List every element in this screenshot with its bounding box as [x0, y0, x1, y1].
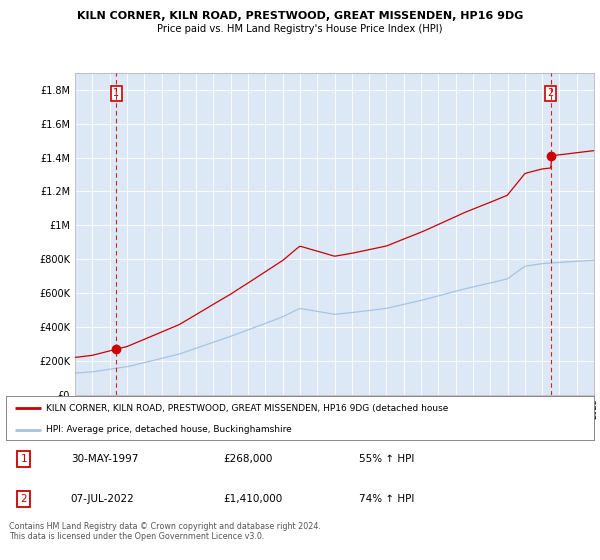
Text: £268,000: £268,000 — [224, 454, 273, 464]
Text: 30-MAY-1997: 30-MAY-1997 — [71, 454, 138, 464]
Text: £1,410,000: £1,410,000 — [224, 494, 283, 504]
Text: 1: 1 — [20, 454, 27, 464]
Text: 2: 2 — [548, 88, 554, 98]
Text: KILN CORNER, KILN ROAD, PRESTWOOD, GREAT MISSENDEN, HP16 9DG (detached house: KILN CORNER, KILN ROAD, PRESTWOOD, GREAT… — [46, 404, 448, 413]
Text: Contains HM Land Registry data © Crown copyright and database right 2024.: Contains HM Land Registry data © Crown c… — [9, 522, 321, 531]
Text: KILN CORNER, KILN ROAD, PRESTWOOD, GREAT MISSENDEN, HP16 9DG: KILN CORNER, KILN ROAD, PRESTWOOD, GREAT… — [77, 11, 523, 21]
Text: This data is licensed under the Open Government Licence v3.0.: This data is licensed under the Open Gov… — [9, 532, 265, 541]
Text: 55% ↑ HPI: 55% ↑ HPI — [359, 454, 414, 464]
Text: Price paid vs. HM Land Registry's House Price Index (HPI): Price paid vs. HM Land Registry's House … — [157, 24, 443, 34]
Text: 1: 1 — [113, 88, 119, 98]
Text: 07-JUL-2022: 07-JUL-2022 — [71, 494, 134, 504]
Text: 74% ↑ HPI: 74% ↑ HPI — [359, 494, 414, 504]
Text: 2: 2 — [20, 494, 27, 504]
Text: HPI: Average price, detached house, Buckinghamshire: HPI: Average price, detached house, Buck… — [46, 426, 292, 435]
